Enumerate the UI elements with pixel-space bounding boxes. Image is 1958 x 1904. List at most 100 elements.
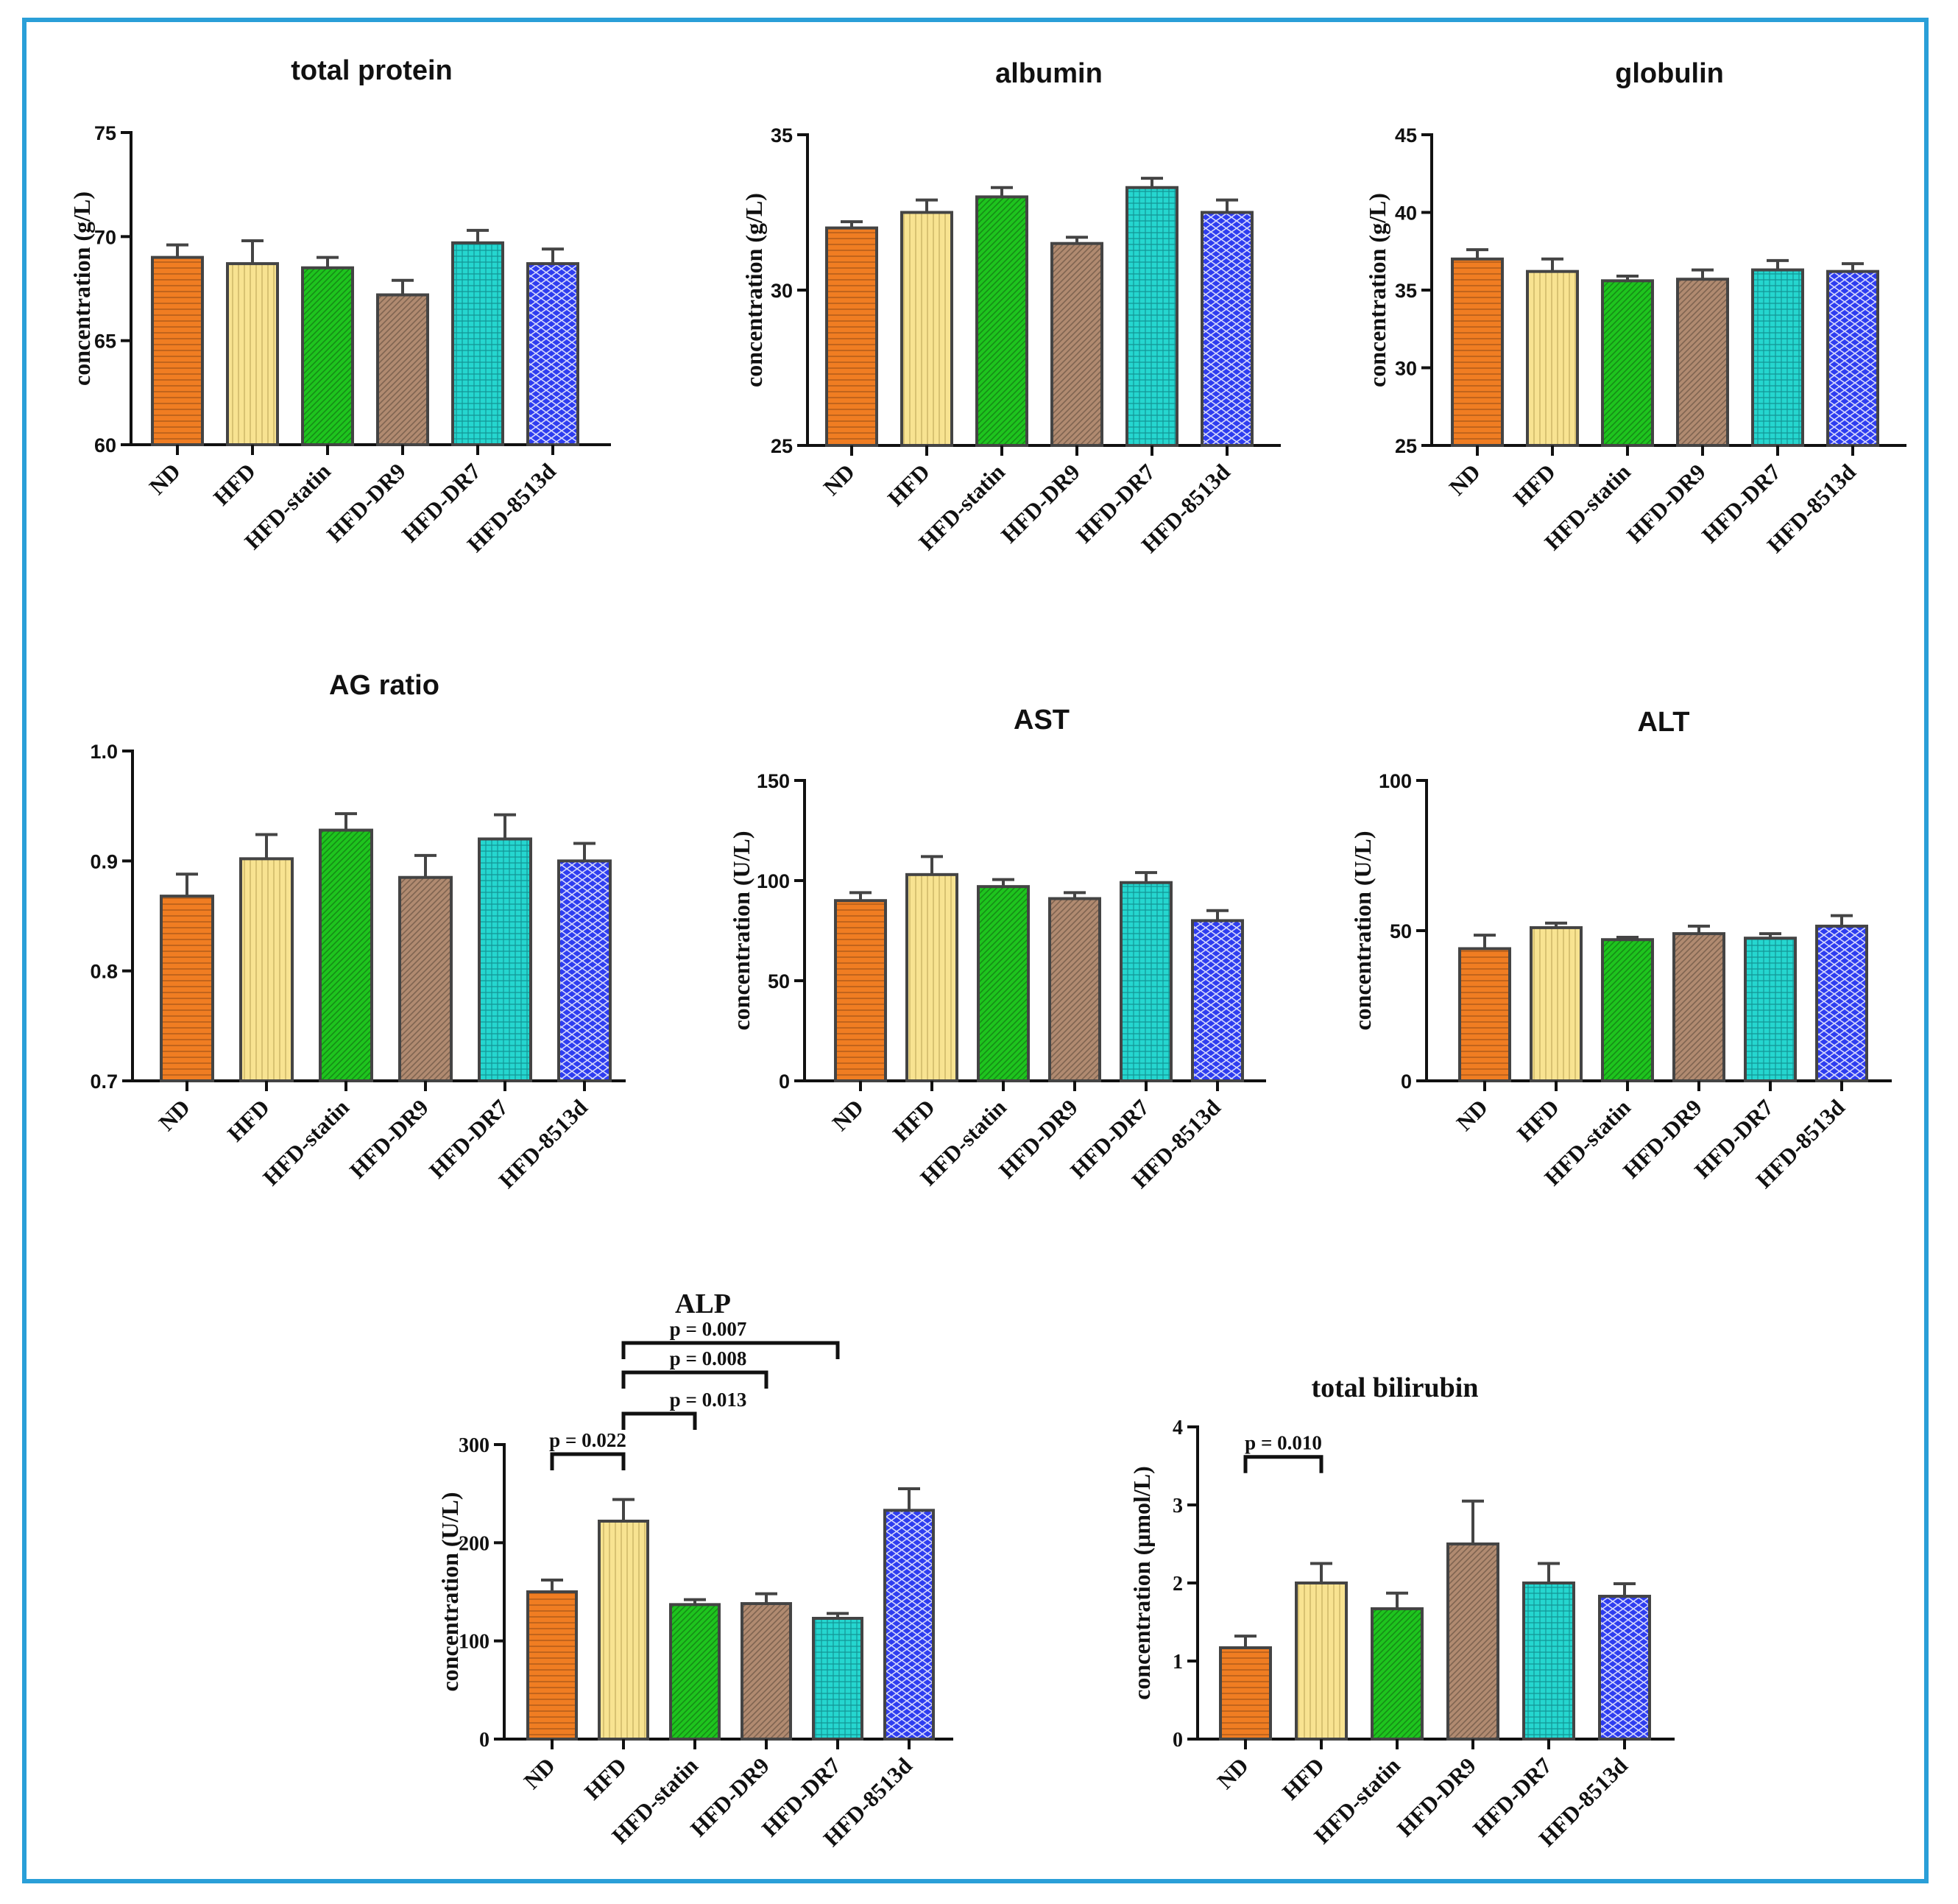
- bar-hfd-dr7: [1125, 186, 1178, 448]
- bar-hfd-8513d: [1815, 924, 1868, 1082]
- bar-hfd: [1530, 925, 1583, 1083]
- bar-hfd-dr7: [812, 1617, 863, 1741]
- bar-hfd-dr9: [376, 293, 429, 447]
- y-tick-label: 45: [1395, 124, 1417, 147]
- x-tick-label: HFD-DR9: [344, 1094, 434, 1183]
- y-axis-label: concentration (U/L): [728, 831, 754, 1030]
- y-tick-label: 1: [1173, 1651, 1183, 1674]
- x-tick-label: ND: [144, 458, 185, 499]
- x-tick-label: HFD: [1512, 1094, 1564, 1146]
- y-tick-label: 60: [94, 434, 116, 456]
- bar-hfd-dr9: [1446, 1542, 1499, 1741]
- y-tick-label: 1.0: [90, 741, 118, 763]
- chart-title: globulin: [1615, 58, 1724, 89]
- chart-title: AST: [1014, 705, 1070, 736]
- y-tick-label: 0.8: [90, 961, 118, 983]
- x-tick-label: ND: [519, 1752, 560, 1794]
- bar-hfd-dr7: [1744, 937, 1797, 1082]
- y-tick-label: 25: [771, 435, 793, 457]
- significance-bracket: [621, 1370, 768, 1389]
- chart-title: total protein: [291, 55, 453, 86]
- bar-hfd: [239, 857, 294, 1082]
- chart-panel-total-bilirubin: total bilirubin 0 1 2 3 4 concentration (μmol/…: [1128, 1372, 1675, 1852]
- x-tick-label: ND: [154, 1094, 195, 1135]
- bar-hfd: [905, 872, 958, 1082]
- y-tick-label: 2: [1173, 1573, 1183, 1596]
- bar-nd: [825, 226, 878, 447]
- bar-nd: [834, 899, 887, 1082]
- bar-hfd-8513d: [883, 1509, 935, 1741]
- bar-hfd-dr7: [478, 837, 532, 1082]
- bar-hfd-dr7: [1751, 268, 1804, 447]
- chart-title: total bilirubin: [1312, 1372, 1479, 1403]
- y-tick-label: 0.9: [90, 850, 118, 872]
- chart-title: AG ratio: [329, 670, 439, 701]
- y-tick-label: 0: [479, 1729, 490, 1752]
- chart-title: ALT: [1637, 707, 1689, 738]
- y-axis-label: concentration (U/L): [437, 1492, 463, 1691]
- x-tick-label: HFD: [883, 459, 935, 511]
- chart-panel-total-protein: total protein 60 65 70 75 concentration (g/L)…: [68, 55, 611, 557]
- y-axis-label: concentration (g/L): [68, 191, 95, 386]
- bar-hfd-statin: [319, 828, 373, 1083]
- x-tick-label: HFD: [222, 1094, 275, 1146]
- y-tick-label: 100: [459, 1631, 490, 1654]
- bar-hfd-8513d: [1598, 1595, 1651, 1741]
- x-tick-label: HFD: [888, 1094, 940, 1146]
- x-tick-label: ND: [827, 1094, 869, 1135]
- chart-panel-ag-ratio: AG ratio 0.7 0.8 0.9 1.0 ND HFDHFD-statinHFD-D…: [90, 670, 626, 1193]
- significance-bracket: [621, 1411, 697, 1430]
- chart-panel-globulin: globulin 25 30 35 40 45 concentration (g/L) ND H…: [1364, 58, 1906, 558]
- y-tick-label: 200: [459, 1532, 490, 1555]
- bar-hfd-statin: [1601, 279, 1654, 447]
- x-tick-label: ND: [1452, 1094, 1493, 1135]
- x-tick-label: ND: [1212, 1752, 1254, 1794]
- bar-hfd: [900, 211, 953, 447]
- bar-hfd-statin: [1601, 938, 1654, 1082]
- y-tick-label: 70: [94, 226, 116, 248]
- bar-hfd-dr7: [1522, 1582, 1575, 1741]
- y-axis-label: concentration (g/L): [741, 193, 767, 387]
- x-tick-label: HFD-DR9: [996, 459, 1085, 548]
- y-tick-label: 100: [1379, 770, 1412, 792]
- bar-nd: [526, 1590, 578, 1741]
- bar-hfd: [598, 1520, 649, 1741]
- chart-panel-albumin: albumin 25 30 35 concentration (g/L) ND HFD HFD…: [741, 58, 1281, 558]
- bar-hfd-8513d: [1201, 211, 1254, 447]
- y-tick-label: 0: [1401, 1071, 1412, 1093]
- y-tick-label: 75: [94, 122, 116, 144]
- y-tick-label: 35: [1395, 280, 1417, 302]
- x-tick-label: HFD-DR9: [322, 458, 411, 547]
- bar-hfd-8513d: [1826, 269, 1879, 447]
- x-tick-label: HFD: [1277, 1752, 1329, 1805]
- significance-bracket: [1243, 1455, 1323, 1473]
- x-tick-label: ND: [819, 459, 860, 500]
- bar-hfd-dr9: [1672, 932, 1725, 1082]
- x-tick-label: HFD: [579, 1752, 632, 1805]
- bar-nd: [1451, 257, 1504, 447]
- bar-hfd-statin: [977, 885, 1030, 1083]
- bar-hfd-dr9: [1676, 278, 1729, 448]
- bar-hfd: [226, 262, 279, 446]
- x-tick-label: HFD: [1508, 459, 1561, 511]
- y-axis-label: concentration (μmol/L): [1128, 1466, 1155, 1700]
- bar-hfd-dr9: [1048, 897, 1101, 1082]
- p-value-label: p = 0.008: [670, 1347, 747, 1369]
- significance-bracket: [550, 1452, 626, 1470]
- y-tick-label: 0.7: [90, 1071, 118, 1093]
- bar-hfd: [1295, 1582, 1348, 1741]
- y-tick-label: 65: [94, 331, 116, 353]
- bar-hfd-statin: [301, 266, 354, 446]
- bar-hfd-statin: [669, 1603, 721, 1741]
- y-tick-label: 30: [771, 280, 793, 302]
- bar-hfd-dr9: [398, 875, 453, 1082]
- x-tick-label: HFD-DR9: [1622, 459, 1711, 548]
- y-tick-label: 25: [1395, 435, 1417, 457]
- y-axis-label: concentration (U/L): [1349, 831, 1376, 1030]
- y-tick-label: 50: [768, 970, 790, 992]
- p-value-label: p = 0.022: [549, 1429, 626, 1451]
- y-tick-label: 150: [757, 770, 790, 792]
